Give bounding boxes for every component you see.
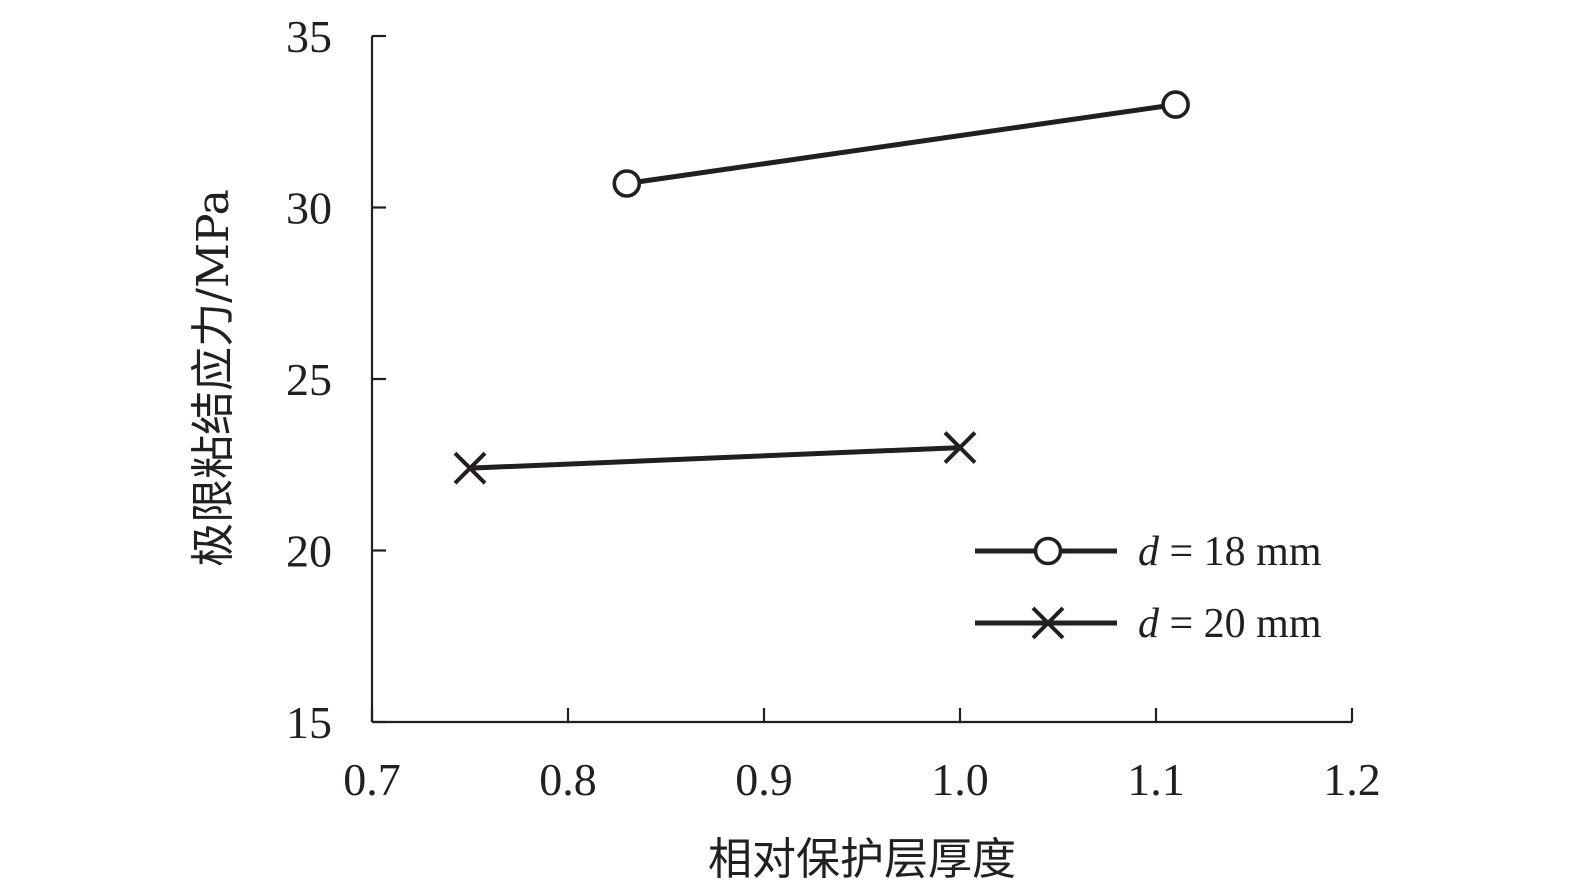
y-tick-label: 20 — [286, 526, 332, 577]
series-line — [469, 445, 961, 471]
data-point — [943, 431, 977, 465]
series-1 — [612, 90, 1190, 198]
axes: 15 20 25 30 35 0.7 0.8 0.9 1.0 1.1 1.2 — [286, 11, 1381, 805]
series-layer — [453, 90, 1190, 485]
legend-entry-1: d = 18 mm — [975, 529, 1322, 575]
legend-marker — [1031, 606, 1065, 640]
x-tick-label: 1.1 — [1127, 754, 1185, 805]
x-tick-label: 1.2 — [1323, 754, 1381, 805]
x-axis-title: 相对保护层厚度 — [708, 834, 1016, 885]
legend-label-text: = 20 mm — [1159, 601, 1322, 647]
series-line — [626, 102, 1176, 186]
data-point — [612, 169, 642, 198]
y-tick-label: 30 — [286, 183, 332, 234]
y-tick-label: 35 — [286, 11, 332, 62]
legend-label: d = 20 mm — [1138, 601, 1322, 647]
legend-label-variable: d — [1138, 601, 1160, 647]
x-tick-label: 0.7 — [343, 754, 401, 805]
legend: d = 18 mmd = 20 mm — [975, 529, 1322, 647]
x-tick-label: 0.8 — [539, 754, 597, 805]
legend-label-variable: d — [1138, 529, 1160, 575]
series-2 — [453, 431, 977, 485]
x-tick-label: 0.9 — [735, 754, 793, 805]
x-tick-label: 1.0 — [931, 754, 989, 805]
legend-entry-2: d = 20 mm — [975, 601, 1322, 647]
legend-marker — [1033, 536, 1063, 566]
data-point — [453, 451, 487, 485]
marker-stroke — [453, 451, 487, 485]
marker-stroke — [1031, 606, 1065, 640]
marker-stroke — [943, 431, 977, 465]
legend-label-text: = 18 mm — [1159, 529, 1322, 575]
y-tick-label: 15 — [286, 697, 332, 748]
y-tick-label: 25 — [286, 354, 332, 405]
data-point — [1161, 90, 1190, 119]
y-axis-title: 极限粘结应力/MPa — [188, 189, 239, 567]
legend-label: d = 18 mm — [1138, 529, 1322, 575]
